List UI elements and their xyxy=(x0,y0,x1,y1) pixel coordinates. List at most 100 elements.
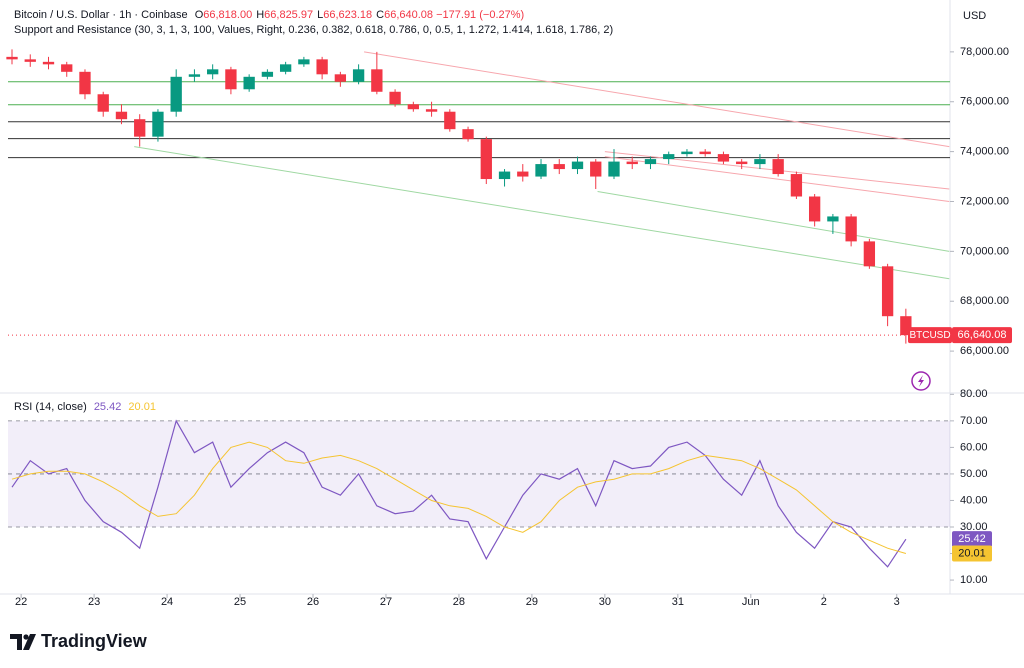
currency-label: USD xyxy=(963,10,986,22)
candle-body xyxy=(480,139,492,180)
candle-body xyxy=(608,161,620,177)
candle-body xyxy=(61,64,73,72)
symbol-legend: Bitcoin / U.S. Dollar · 1h · Coinbase O6… xyxy=(14,9,524,21)
y-tick-label: 70,000.00 xyxy=(960,245,1009,257)
y-tick-label: 60.00 xyxy=(960,441,988,453)
ohlc-value: 66,825.97 xyxy=(264,9,314,21)
x-tick-label: 30 xyxy=(599,596,611,608)
x-tick-label: 23 xyxy=(88,596,100,608)
brand: TradingView xyxy=(41,631,148,651)
candle-body xyxy=(754,159,766,165)
alert-icon[interactable] xyxy=(911,371,931,391)
x-tick-label: 29 xyxy=(526,596,538,608)
logo-dot xyxy=(23,634,29,640)
ohlc-key: C xyxy=(376,9,385,21)
candle-body xyxy=(97,94,109,112)
candle-body xyxy=(243,76,255,90)
y-tick-label: 10.00 xyxy=(960,574,988,586)
candle-body xyxy=(407,104,419,110)
x-tick-label: 22 xyxy=(15,596,27,608)
y-tick-label: 78,000.00 xyxy=(960,46,1009,58)
rsi-line xyxy=(11,441,907,554)
candle-body xyxy=(736,161,748,165)
y-tick-label: 40.00 xyxy=(960,494,988,506)
candle-body xyxy=(827,216,839,222)
candle-body xyxy=(626,161,638,165)
candle-body xyxy=(444,111,456,130)
y-tick-label: 30.00 xyxy=(960,521,988,533)
candle-body xyxy=(663,154,675,160)
rsi-tag: 25.42 xyxy=(958,533,986,545)
rsi-legend: RSI (14, close) 25.42 20.01 xyxy=(14,401,156,413)
brand-logo: TradingView xyxy=(10,631,148,651)
rsi-title: RSI (14, close) xyxy=(14,401,87,413)
candle-body xyxy=(517,171,529,177)
candle-body xyxy=(225,69,237,90)
logo-mark xyxy=(10,634,22,650)
x-tick-label: 31 xyxy=(672,596,684,608)
last-price-tag: 66,640.08 xyxy=(958,329,1007,341)
rsi-tag-bg xyxy=(952,531,992,548)
logo-mark xyxy=(23,634,36,650)
y-tick-label: 74,000.00 xyxy=(960,146,1009,158)
candle-body xyxy=(772,159,784,175)
candle-body xyxy=(699,151,711,155)
y-tick-label: 66,000.00 xyxy=(960,345,1009,357)
candle-body xyxy=(900,316,912,336)
candle-body xyxy=(881,266,894,317)
candle-body xyxy=(152,111,164,137)
candle-body xyxy=(717,154,730,162)
x-tick-label: Jun xyxy=(742,596,760,608)
trendline xyxy=(604,156,950,202)
ohlc-value: 66,623.18 xyxy=(323,9,373,21)
trendline xyxy=(134,146,950,280)
y-tick-label: 50.00 xyxy=(960,468,988,480)
trendline xyxy=(363,51,950,148)
candle-body xyxy=(261,71,274,77)
candle-body xyxy=(462,129,474,140)
x-tick-label: 28 xyxy=(453,596,465,608)
y-tick-label: 80.00 xyxy=(960,388,988,400)
candle-body xyxy=(79,71,91,95)
candle-body xyxy=(535,164,547,177)
candle-body xyxy=(863,241,876,267)
candle-body xyxy=(790,174,803,197)
candle-body xyxy=(134,119,146,137)
ohlc-key: L xyxy=(317,9,324,21)
indicator-legend: Support and Resistance (30, 3, 1, 3, 100… xyxy=(14,24,614,36)
change: −177.91 (−0.27%) xyxy=(436,9,525,21)
candle-body xyxy=(425,109,438,112)
candle-body xyxy=(389,91,401,105)
trendline xyxy=(597,191,950,252)
rsi-value: 25.42 xyxy=(93,401,122,413)
candle-body xyxy=(590,161,602,177)
candle-body xyxy=(316,59,328,75)
rsi-tag-bg xyxy=(952,545,992,562)
y-tick-label: 72,000.00 xyxy=(960,195,1009,207)
candle-body xyxy=(498,171,511,180)
candle-body xyxy=(553,164,565,170)
candle-body xyxy=(170,76,182,112)
candle-body xyxy=(644,159,657,165)
alert-icon-bolt xyxy=(918,375,924,387)
x-tick-label: 3 xyxy=(894,596,900,608)
ohlc-value: 66,640.08 xyxy=(384,9,434,21)
ohlc-key: H xyxy=(256,9,265,21)
candle-body xyxy=(334,74,347,82)
candle-body xyxy=(279,64,292,72)
ticker-tag: BTCUSD xyxy=(909,330,950,341)
x-tick-label: 24 xyxy=(161,596,173,608)
rsi-line xyxy=(11,419,907,568)
ohlc: O66,818.00 H66,825.97 L66,623.18 C66,640.08 xyxy=(191,9,433,21)
candle-body xyxy=(681,151,693,155)
candle-body xyxy=(298,59,310,65)
y-tick-label: 76,000.00 xyxy=(960,96,1009,108)
price-pane xyxy=(6,49,950,344)
candle-body xyxy=(188,74,201,77)
candle-body xyxy=(115,111,128,120)
candle-body xyxy=(371,69,383,92)
y-tick-label: 68,000.00 xyxy=(960,295,1009,307)
x-tick-label: 26 xyxy=(307,596,319,608)
